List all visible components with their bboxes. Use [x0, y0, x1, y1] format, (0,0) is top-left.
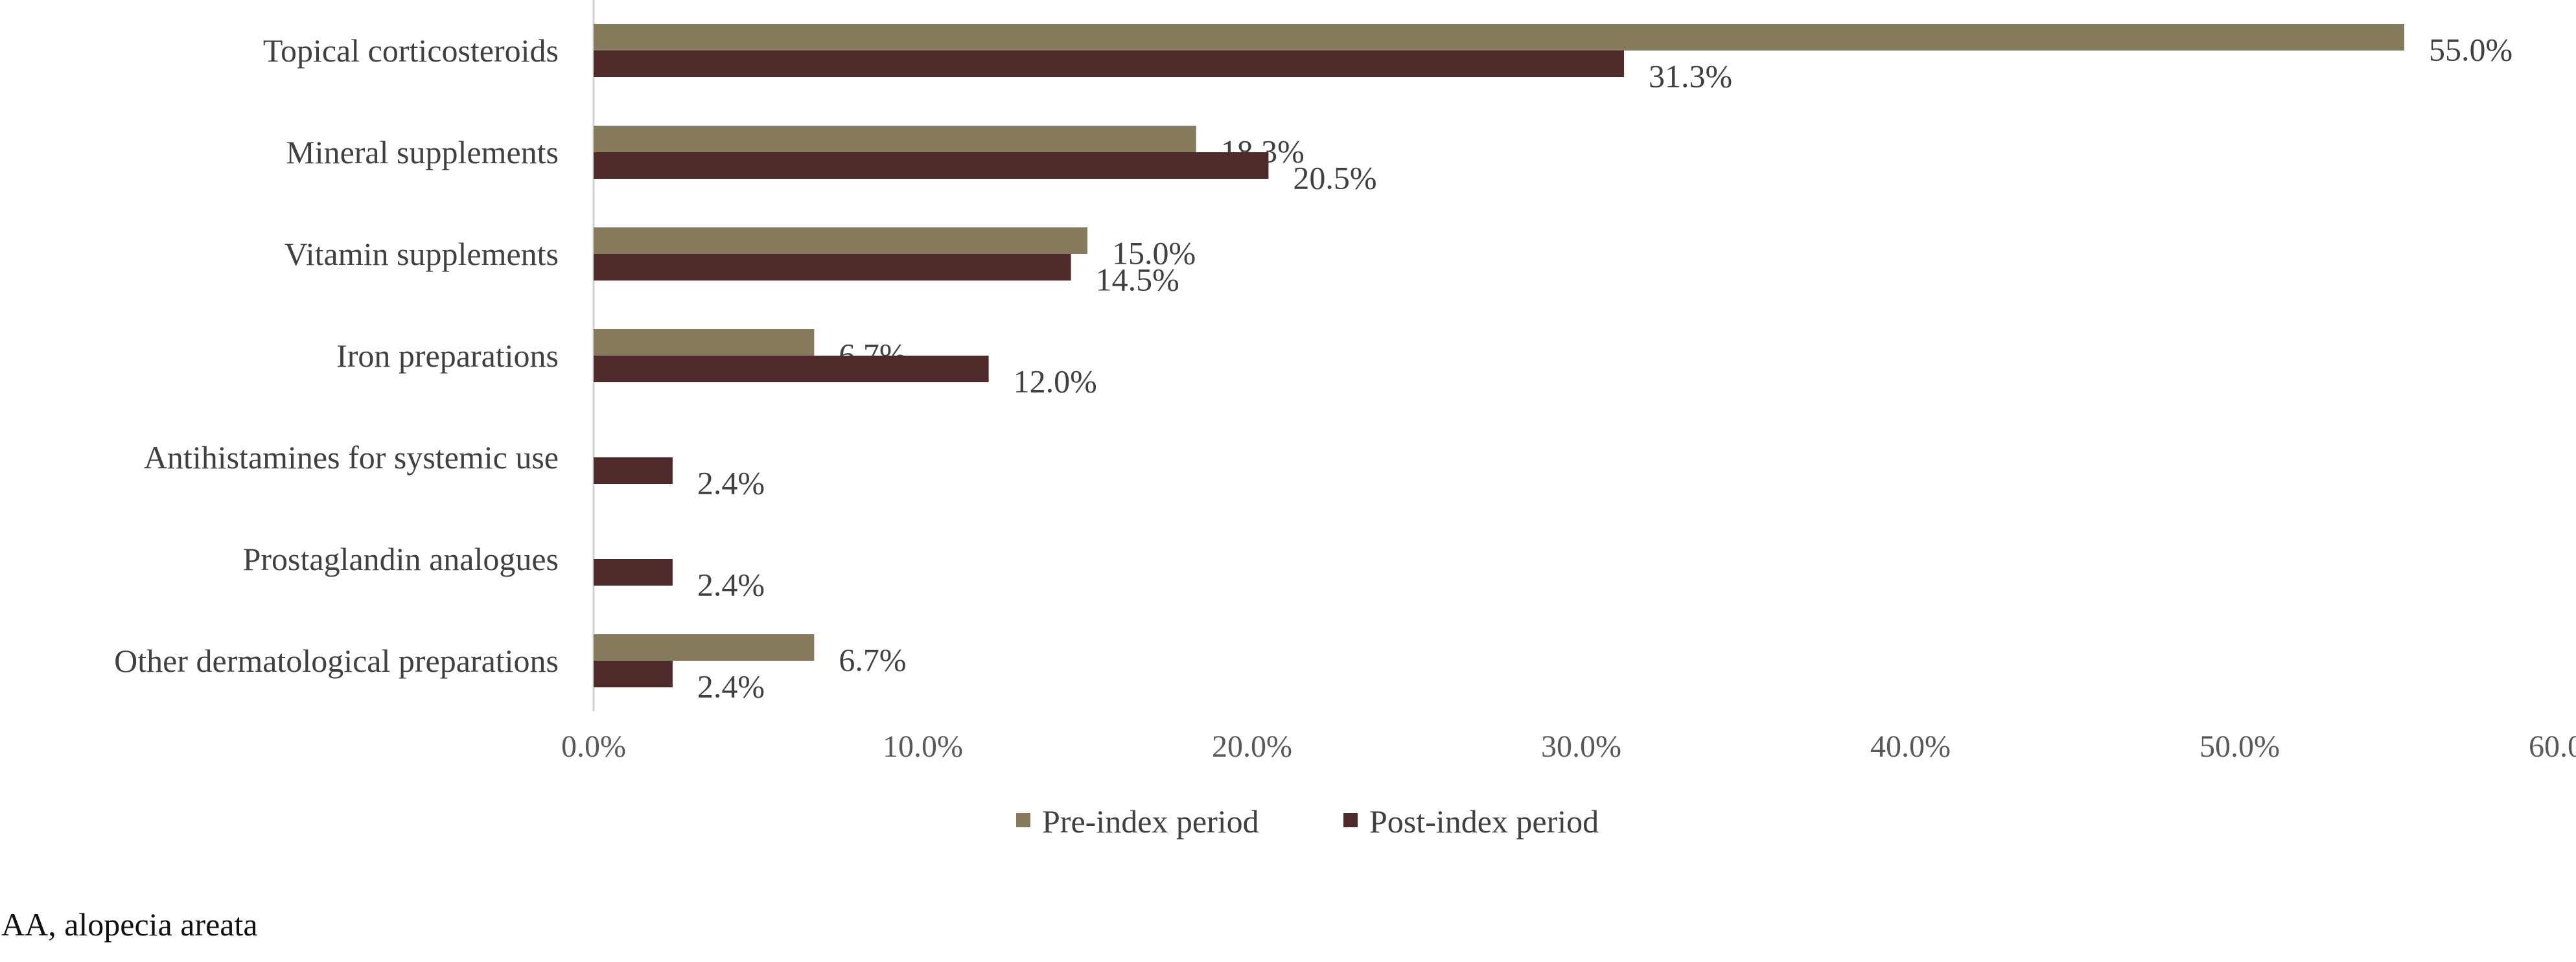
x-tick-label: 40.0%: [1870, 729, 1951, 764]
post-index-bar: [594, 254, 1071, 281]
post-index-bar: [594, 51, 1625, 77]
x-tick-label: 0.0%: [561, 729, 626, 764]
legend-label: Post-index period: [1369, 803, 1599, 840]
data-label: 2.4%: [697, 567, 765, 603]
post-index-bar: [594, 457, 673, 484]
post-index-bar: [594, 356, 989, 382]
legend-label: Pre-index period: [1042, 803, 1259, 840]
legend-swatch: [1016, 813, 1030, 827]
data-label: 31.3%: [1649, 58, 1732, 95]
category-label: Other dermatological preparations: [114, 643, 559, 679]
x-tick-label: 60.0%: [2529, 729, 2576, 764]
data-label: 2.4%: [697, 465, 765, 501]
pre-index-bar: [594, 634, 815, 661]
legend-swatch: [1343, 813, 1358, 827]
category-label: Vitamin supplements: [284, 236, 559, 272]
pre-index-bar: [594, 227, 1087, 254]
data-label: 2.4%: [697, 669, 765, 705]
data-label: 55.0%: [2429, 32, 2512, 68]
category-label: Antihistamines for systemic use: [144, 439, 559, 475]
footnote: AA, alopecia areata: [1, 906, 258, 943]
pre-index-bar: [594, 329, 815, 356]
x-tick-label: 10.0%: [883, 729, 963, 764]
x-tick-label: 30.0%: [1541, 729, 1621, 764]
post-index-bar: [594, 661, 673, 687]
data-label: 14.5%: [1096, 262, 1179, 298]
post-index-bar: [594, 559, 673, 586]
post-index-bar: [594, 152, 1269, 179]
x-tick-label: 50.0%: [2199, 729, 2280, 764]
data-label: 20.5%: [1293, 160, 1376, 196]
category-label: Topical corticosteroids: [263, 32, 559, 69]
data-label: 15.0%: [1112, 235, 1196, 271]
pre-index-bar: [594, 24, 2404, 51]
category-label: Prostaglandin analogues: [243, 541, 559, 577]
data-label: 6.7%: [839, 642, 906, 678]
data-label: 12.0%: [1014, 363, 1097, 400]
x-tick-label: 20.0%: [1212, 729, 1292, 764]
pre-index-bar: [594, 126, 1196, 152]
category-label: Iron preparations: [336, 338, 559, 374]
category-label: Mineral supplements: [286, 134, 559, 170]
